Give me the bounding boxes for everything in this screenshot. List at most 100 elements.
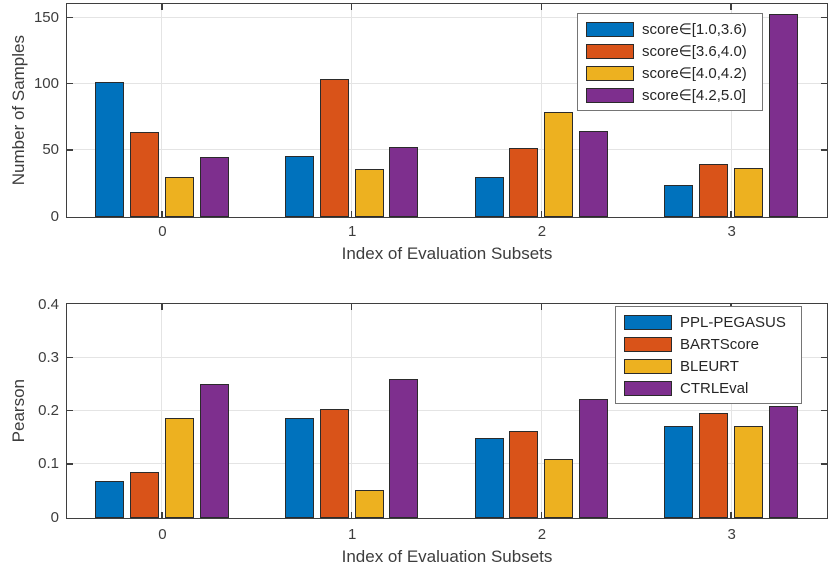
legend-swatch	[586, 87, 634, 103]
y-tick-label: 0.1	[38, 455, 59, 473]
bar-CTRLEval-group0	[199, 384, 229, 518]
tick-mark	[67, 356, 73, 358]
x-tick-label: 2	[537, 223, 547, 240]
bar-BARTScore-group1	[319, 408, 349, 518]
samples-x-axis-label: Index of Evaluation Subsets	[341, 244, 553, 263]
bar-CTRLEval-group1	[389, 378, 419, 518]
bar-score∈[1.0,3.6)-group1	[284, 156, 314, 217]
gridline	[67, 410, 827, 411]
gridline	[540, 304, 542, 518]
bar-score∈[1.0,3.6)-group0	[95, 81, 125, 217]
bar-BLEURT-group3	[734, 426, 764, 518]
tick-mark	[67, 149, 73, 151]
legend-label: score∈[3.6,4.0)	[642, 43, 747, 60]
bar-BLEURT-group1	[354, 490, 384, 518]
bar-score∈[4.2,5.0]-group2	[579, 130, 609, 217]
y-tick-label: 0	[50, 207, 59, 225]
x-tick-label: 2	[537, 526, 547, 543]
bar-score∈[4.0,4.2)-group3	[734, 167, 764, 217]
tick-mark	[161, 4, 163, 10]
bar-score∈[4.2,5.0]-group0	[199, 157, 229, 217]
x-tick-label: 3	[727, 526, 736, 543]
bar-BARTScore-group2	[509, 431, 539, 518]
gridline	[67, 149, 827, 151]
bar-BLEURT-group0	[164, 418, 194, 518]
gridline	[67, 83, 827, 84]
tick-mark	[730, 512, 732, 518]
bar-score∈[3.6,4.0)-group2	[509, 148, 539, 217]
tick-mark	[67, 16, 73, 18]
x-tick-label: 3	[727, 223, 736, 240]
bar-score∈[4.0,4.2)-group0	[164, 177, 194, 217]
x-tick-label: 0	[158, 526, 167, 543]
legend-item: BARTScore	[616, 333, 801, 355]
legend-swatch	[624, 336, 672, 352]
samples-y-axis-label-wrap: Number of Samples	[1, 3, 37, 218]
bar-score∈[4.2,5.0]-group3	[768, 14, 798, 217]
tick-mark	[540, 4, 543, 10]
tick-mark	[730, 4, 732, 10]
pearson-x-axis-label: Index of Evaluation Subsets	[341, 547, 553, 566]
tick-mark	[821, 463, 827, 465]
legend-item: score∈[4.2,5.0]	[578, 84, 762, 106]
tick-mark	[161, 512, 163, 518]
bar-score∈[4.0,4.2)-group2	[544, 112, 574, 217]
tick-mark	[350, 211, 353, 217]
legend-label: CTRLEval	[680, 379, 749, 397]
legend-label: PPL-PEGASUS	[680, 313, 786, 331]
legend-item: score∈[1.0,3.6)	[578, 18, 762, 40]
legend-swatch	[624, 314, 672, 330]
tick-mark	[161, 304, 163, 310]
legend-item: score∈[3.6,4.0)	[578, 40, 762, 62]
y-tick-label: 0.4	[38, 295, 59, 313]
legend-swatch	[586, 43, 634, 59]
y-tick-label: 150	[33, 8, 59, 26]
bar-score∈[4.0,4.2)-group1	[354, 169, 384, 217]
bar-PPL-PEGASUS-group0	[95, 480, 125, 518]
bar-PPL-PEGASUS-group3	[664, 426, 694, 518]
gridline	[67, 356, 827, 358]
gridline	[540, 4, 542, 217]
tick-mark	[540, 304, 543, 310]
y-tick-label: 0.2	[38, 402, 59, 419]
gridline	[730, 304, 732, 518]
legend-label: BLEURT	[680, 357, 739, 375]
legend-swatch	[586, 21, 634, 37]
bar-score∈[3.6,4.0)-group0	[129, 132, 159, 217]
gridline	[67, 463, 827, 465]
x-tick-label: 0	[158, 223, 167, 240]
tick-mark	[67, 82, 73, 85]
bar-BLEURT-group2	[544, 459, 574, 518]
tick-mark	[821, 16, 827, 18]
tick-mark	[67, 409, 73, 412]
gridline	[67, 16, 827, 18]
y-tick-label: 50	[42, 141, 59, 159]
bar-score∈[1.0,3.6)-group3	[664, 185, 694, 217]
y-tick-label: 0	[50, 508, 59, 526]
tick-mark	[821, 409, 827, 412]
legend-label: score∈[1.0,3.6)	[642, 21, 747, 38]
bar-CTRLEval-group3	[768, 405, 798, 518]
tick-mark	[821, 149, 827, 151]
tick-mark	[540, 512, 543, 518]
pearson-legend: PPL-PEGASUS BARTScore BLEURT CTRLEval	[615, 306, 802, 404]
legend-label: score∈[4.2,5.0]	[642, 87, 746, 104]
legend-item: CTRLEval	[616, 377, 801, 399]
tick-mark	[350, 4, 353, 10]
bar-score∈[3.6,4.0)-group3	[699, 164, 729, 217]
y-tick-label: 0.3	[38, 348, 59, 366]
tick-mark	[67, 463, 73, 465]
legend-swatch	[624, 358, 672, 374]
tick-mark	[540, 211, 543, 217]
bar-BARTScore-group0	[129, 471, 159, 518]
x-tick-label: 1	[347, 223, 357, 240]
legend-label: score∈[4.0,4.2)	[642, 65, 747, 82]
tick-mark	[821, 82, 827, 85]
x-tick-label: 1	[347, 526, 357, 543]
legend-label: BARTScore	[680, 335, 759, 353]
samples-legend: score∈[1.0,3.6) score∈[3.6,4.0) score∈[4…	[577, 13, 763, 111]
tick-mark	[821, 356, 827, 358]
gridline	[161, 4, 163, 217]
y-tick-label: 100	[33, 75, 59, 92]
